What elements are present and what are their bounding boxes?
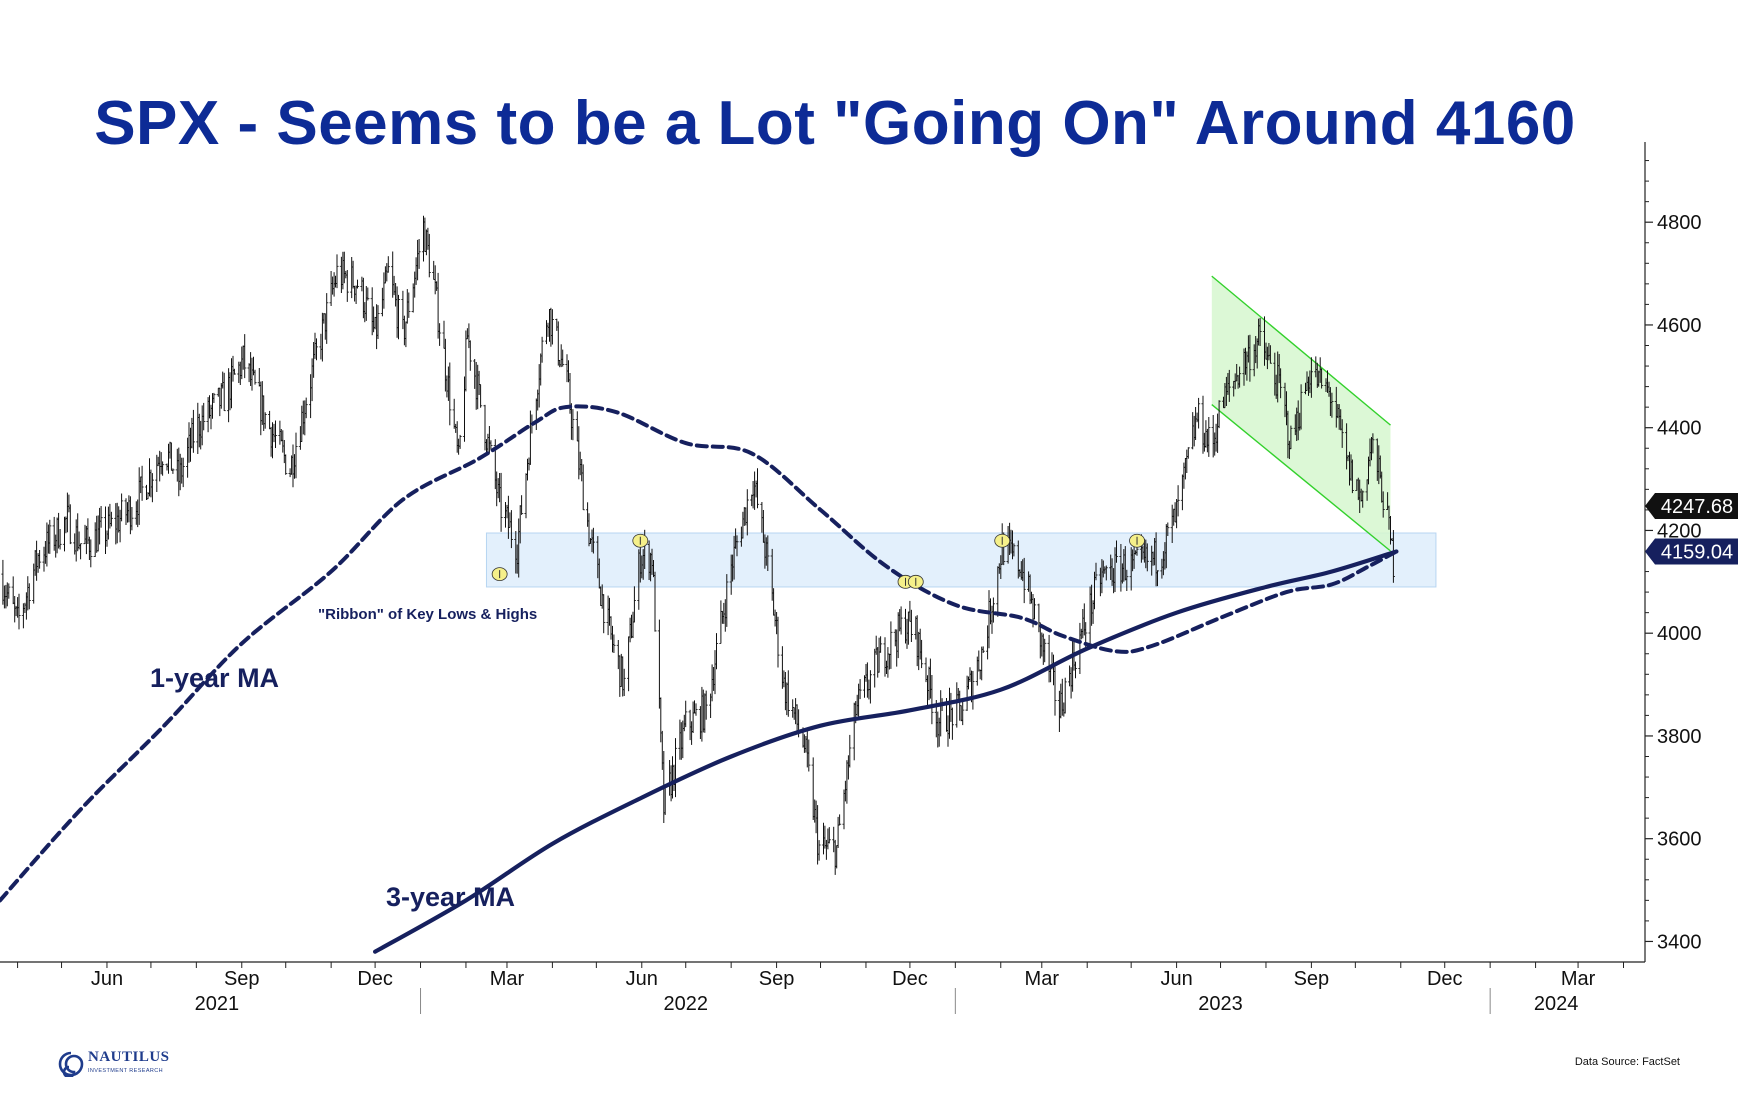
x-tick-label: Jun	[626, 968, 658, 990]
x-tick-label: Dec	[1427, 968, 1463, 990]
ma1-line	[0, 404, 1399, 903]
x-tick-label: Sep	[759, 968, 795, 990]
x-tick-label: Sep	[224, 968, 260, 990]
logo-name: NAUTILUS	[88, 1049, 170, 1065]
last-value-tag	[1645, 492, 1738, 519]
ma3-annotation: 3-year MA	[386, 882, 515, 912]
last-value-text: 4247.68	[1661, 496, 1733, 518]
axes-layer: 3400 3600 3800 4000 4200 4400 4600 4800 Jun Sep De…	[0, 142, 1702, 1015]
ma3-line	[373, 549, 1399, 954]
y-tick-label: 4600	[1657, 315, 1702, 337]
y-tick-label: 4000	[1657, 623, 1702, 645]
chart-title: SPX - Seems to be a Lot "Going On" Aroun…	[94, 89, 1576, 158]
y-tick-label: 4200	[1657, 520, 1702, 542]
last-value-label: 4247.68	[1645, 492, 1738, 519]
last-value-tag	[1645, 538, 1738, 565]
y-tick-label: 3800	[1657, 726, 1702, 748]
x-tick-label: Jun	[91, 968, 123, 990]
y-tick-label: 4800	[1657, 212, 1702, 234]
x-tick-label: Mar	[490, 968, 525, 990]
x-year-label: 2023	[1198, 993, 1243, 1015]
last-value-labels-layer: 4247.68 4159.04	[1645, 492, 1738, 565]
channel-upper-line	[1211, 275, 1391, 426]
x-tick-label: Mar	[1561, 968, 1596, 990]
key-points-layer	[491, 533, 1145, 589]
x-tick-label: Mar	[1025, 968, 1060, 990]
y-tick-label: 3400	[1657, 931, 1702, 953]
logo-tagline: INVESTMENT RESEARCH	[88, 1068, 164, 1074]
x-year-label: 2021	[195, 993, 240, 1015]
price-series-layer	[1, 215, 1395, 875]
ribbon-annotation: "Ribbon" of Key Lows & Highs	[318, 606, 537, 623]
last-value-text: 4159.04	[1661, 541, 1733, 563]
x-tick-label: Dec	[357, 968, 393, 990]
x-year-label: 2022	[663, 993, 708, 1015]
ma1-layer	[0, 404, 1399, 903]
x-tick-label: Dec	[892, 968, 928, 990]
nautilus-logo: NAUTILUS INVESTMENT RESEARCH	[58, 1050, 170, 1078]
y-tick-label: 3600	[1657, 829, 1702, 851]
ma3-layer	[373, 549, 1399, 954]
data-source-note: Data Source: FactSet	[1574, 1056, 1680, 1068]
last-value-label: 4159.04	[1645, 538, 1738, 565]
x-tick-label: Jun	[1160, 968, 1192, 990]
x-year-label: 2024	[1534, 993, 1579, 1015]
y-tick-label: 4400	[1657, 418, 1702, 440]
channel-lower-line	[1211, 404, 1391, 552]
ma1-annotation: 1-year MA	[150, 663, 279, 693]
x-tick-label: Sep	[1294, 968, 1330, 990]
nautilus-shell-icon	[58, 1051, 84, 1077]
